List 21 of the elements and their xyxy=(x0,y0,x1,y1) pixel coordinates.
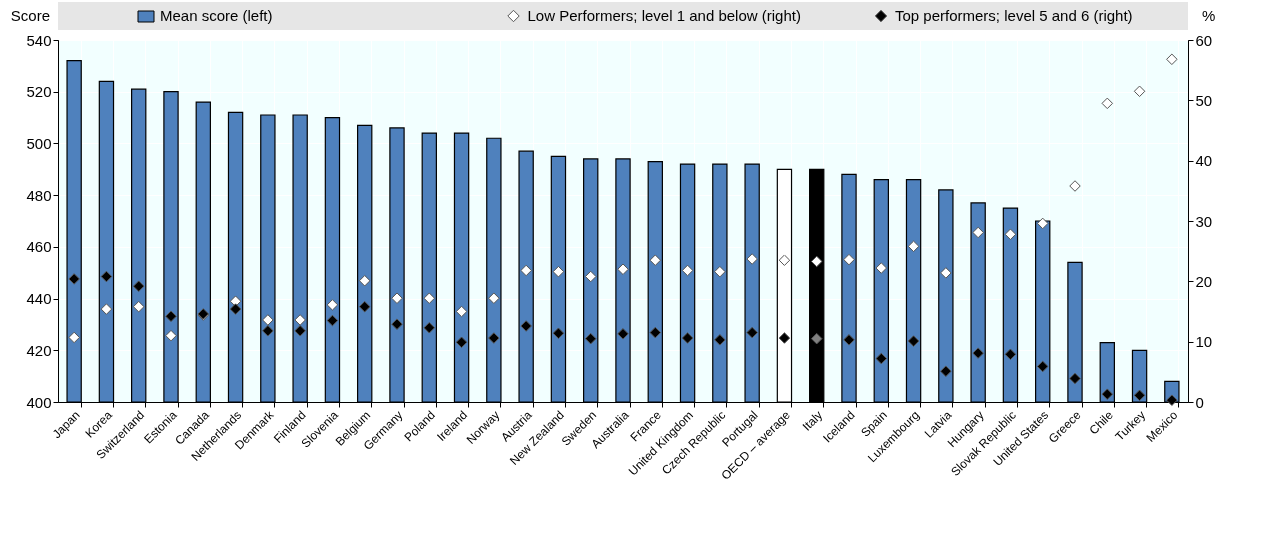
x-tick-label: Italy xyxy=(799,408,826,434)
legend-label: Mean score (left) xyxy=(160,7,273,24)
y-tick-label: 440 xyxy=(26,290,52,308)
y2-tick-label: 10 xyxy=(1195,333,1213,351)
y2-tick-label: 50 xyxy=(1195,91,1213,109)
y-tick-label: 480 xyxy=(26,186,52,204)
y2-axis-title: % xyxy=(1202,7,1216,24)
y2-tick-label: 0 xyxy=(1195,393,1204,411)
y2-tick-label: 60 xyxy=(1195,31,1213,49)
y-tick-label: 540 xyxy=(26,31,52,49)
legend-label: Low Performers; level 1 and below (right) xyxy=(527,7,801,24)
y-axis-title: Score xyxy=(10,7,50,24)
y-tick-label: 420 xyxy=(26,341,52,359)
legend-label: Top performers; level 5 and 6 (right) xyxy=(895,7,1133,24)
y2-tick-label: 30 xyxy=(1195,212,1213,230)
y-tick-label: 500 xyxy=(26,134,52,152)
y-tick-label: 400 xyxy=(26,393,52,411)
y2-tick-label: 20 xyxy=(1195,272,1213,290)
y-tick-label: 460 xyxy=(26,238,52,256)
y2-tick-label: 40 xyxy=(1195,152,1213,170)
y-tick-label: 520 xyxy=(26,83,52,101)
